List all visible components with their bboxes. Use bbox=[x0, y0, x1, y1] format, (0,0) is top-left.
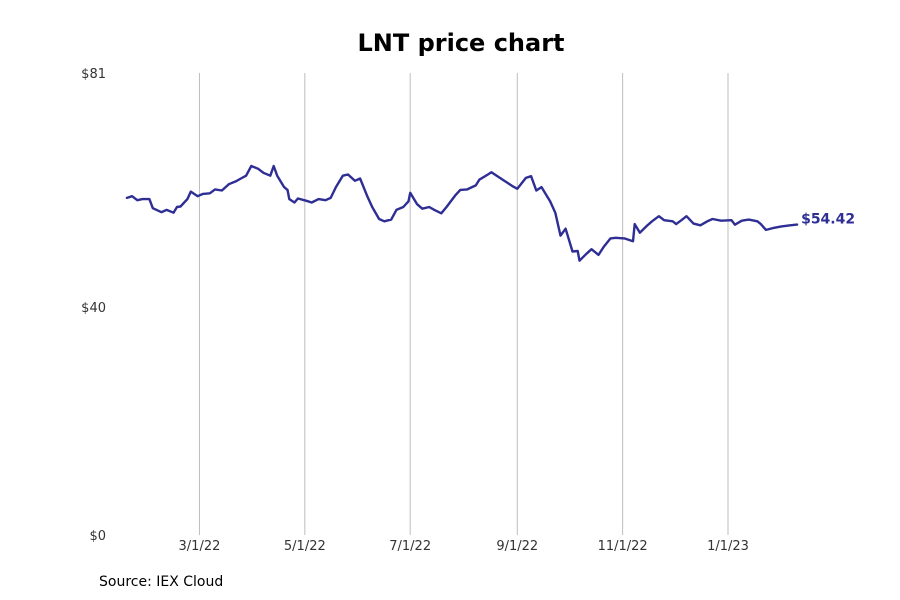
x-tick-label: 9/1/22 bbox=[496, 539, 538, 554]
y-tick-label: $40 bbox=[81, 301, 106, 316]
x-gridlines bbox=[198, 73, 729, 535]
y-axis-ticks: $0 $40 $81 bbox=[81, 67, 106, 544]
price-series-line bbox=[125, 164, 799, 262]
x-tick-label: 3/1/22 bbox=[179, 539, 221, 554]
chart-title: LNT price chart bbox=[357, 29, 564, 57]
x-tick-label: 5/1/22 bbox=[284, 539, 326, 554]
x-tick-label: 11/1/22 bbox=[598, 539, 648, 554]
x-axis-ticks: 3/1/22 5/1/22 7/1/22 9/1/22 11/1/22 1/1/23 bbox=[179, 539, 749, 554]
x-tick-label: 7/1/22 bbox=[389, 539, 431, 554]
y-tick-label: $0 bbox=[89, 529, 106, 544]
y-tick-label: $81 bbox=[81, 67, 106, 82]
x-tick-label: 1/1/23 bbox=[707, 539, 749, 554]
source-note: Source: IEX Cloud bbox=[99, 574, 224, 590]
last-price-label: $54.42 bbox=[801, 212, 855, 228]
